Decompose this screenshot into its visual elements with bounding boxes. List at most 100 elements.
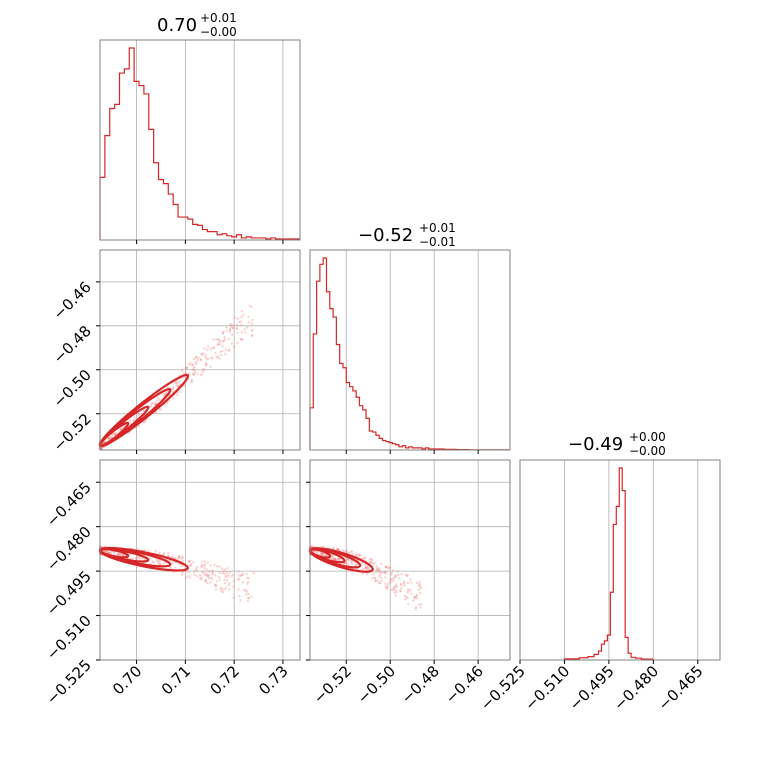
scatter-point (206, 582, 209, 585)
scatter-point (174, 566, 177, 569)
scatter-point (194, 355, 198, 359)
scatter-point (180, 573, 184, 577)
scatter-point (417, 584, 421, 587)
scatter-point (193, 369, 197, 372)
scatter-point (349, 560, 353, 563)
scatter-point (209, 564, 212, 567)
scatter-point (369, 561, 372, 565)
scatter-point (365, 565, 368, 568)
scatter-point (187, 570, 191, 574)
scatter-point (222, 331, 225, 334)
scatter-point (191, 363, 194, 366)
scatter-point (203, 567, 207, 570)
scatter-point (325, 554, 328, 557)
scatter-point (194, 360, 198, 364)
scatter-point (217, 338, 220, 341)
scatter-point (188, 372, 191, 376)
scatter-point (164, 392, 167, 395)
scatter-point (240, 309, 244, 313)
scatter-point (246, 581, 250, 584)
scatter-point (149, 405, 152, 408)
scatter-point (215, 356, 218, 359)
scatter-point (241, 573, 244, 577)
scatter-point (209, 576, 213, 580)
scatter-point (418, 580, 421, 583)
scatter-point (414, 605, 418, 609)
scatter-point (391, 569, 395, 572)
scatter-point (188, 560, 191, 563)
scatter-point (153, 403, 157, 406)
scatter-point (371, 562, 375, 565)
scatter-point (400, 572, 403, 576)
scatter-point (167, 551, 170, 555)
scatter-point (197, 356, 200, 359)
scatter-point (320, 551, 323, 555)
scatter-point (207, 577, 211, 580)
scatter-point (148, 557, 152, 560)
scatter-point (177, 554, 181, 558)
scatter-point (217, 338, 220, 341)
scatter-point (174, 381, 177, 384)
scatter-point (241, 581, 245, 584)
scatter-point (240, 331, 244, 334)
panel-background (100, 250, 300, 450)
scatter-point (247, 315, 250, 318)
scatter-point (225, 326, 228, 329)
scatter-point (151, 560, 155, 563)
scatter-point (372, 572, 375, 576)
scatter-point (134, 557, 138, 560)
scatter-point (374, 571, 378, 574)
scatter-point (109, 550, 113, 554)
scatter-point (179, 563, 183, 567)
scatter-point (169, 566, 172, 569)
scatter-point (141, 557, 144, 560)
scatter-point (393, 591, 396, 595)
scatter-point (211, 571, 215, 574)
scatter-point (230, 342, 234, 345)
panel-1-0: −0.52−0.50−0.48−0.46 (50, 249, 301, 455)
scatter-point (204, 353, 207, 356)
scatter-point (384, 565, 388, 569)
scatter-point (228, 327, 232, 331)
scatter-point (238, 594, 241, 598)
scatter-point (107, 437, 110, 440)
scatter-point (138, 558, 142, 561)
scatter-point (351, 553, 355, 556)
scatter-point (338, 557, 342, 561)
scatter-point (416, 594, 419, 597)
scatter-point (200, 372, 204, 376)
scatter-point (407, 589, 410, 593)
scatter-point (225, 570, 228, 574)
scatter-point (360, 561, 363, 565)
scatter-point (109, 436, 112, 439)
scatter-point (413, 595, 416, 599)
scatter-point (357, 553, 360, 556)
scatter-point (108, 551, 112, 555)
panel-background (100, 40, 300, 240)
scatter-point (242, 313, 245, 317)
scatter-point (192, 357, 196, 361)
scatter-point (176, 385, 180, 388)
scatter-point (378, 581, 382, 585)
scatter-point (347, 551, 351, 555)
scatter-point (214, 338, 218, 341)
scatter-point (181, 570, 184, 574)
scatter-point (185, 366, 189, 370)
scatter-point (373, 561, 376, 565)
x-tick-label: −0.50 (354, 662, 399, 707)
scatter-point (137, 555, 141, 559)
scatter-point (106, 550, 109, 553)
scatter-point (207, 573, 211, 577)
scatter-point (390, 571, 394, 575)
scatter-point (384, 586, 388, 589)
scatter-point (107, 551, 110, 555)
scatter-point (239, 320, 242, 323)
scatter-point (142, 421, 146, 424)
scatter-point (165, 404, 168, 408)
scatter-point (219, 340, 222, 343)
scatter-point (333, 557, 336, 561)
scatter-point (108, 437, 111, 440)
scatter-point (157, 562, 160, 565)
scatter-point (195, 356, 198, 359)
scatter-point (174, 381, 177, 385)
